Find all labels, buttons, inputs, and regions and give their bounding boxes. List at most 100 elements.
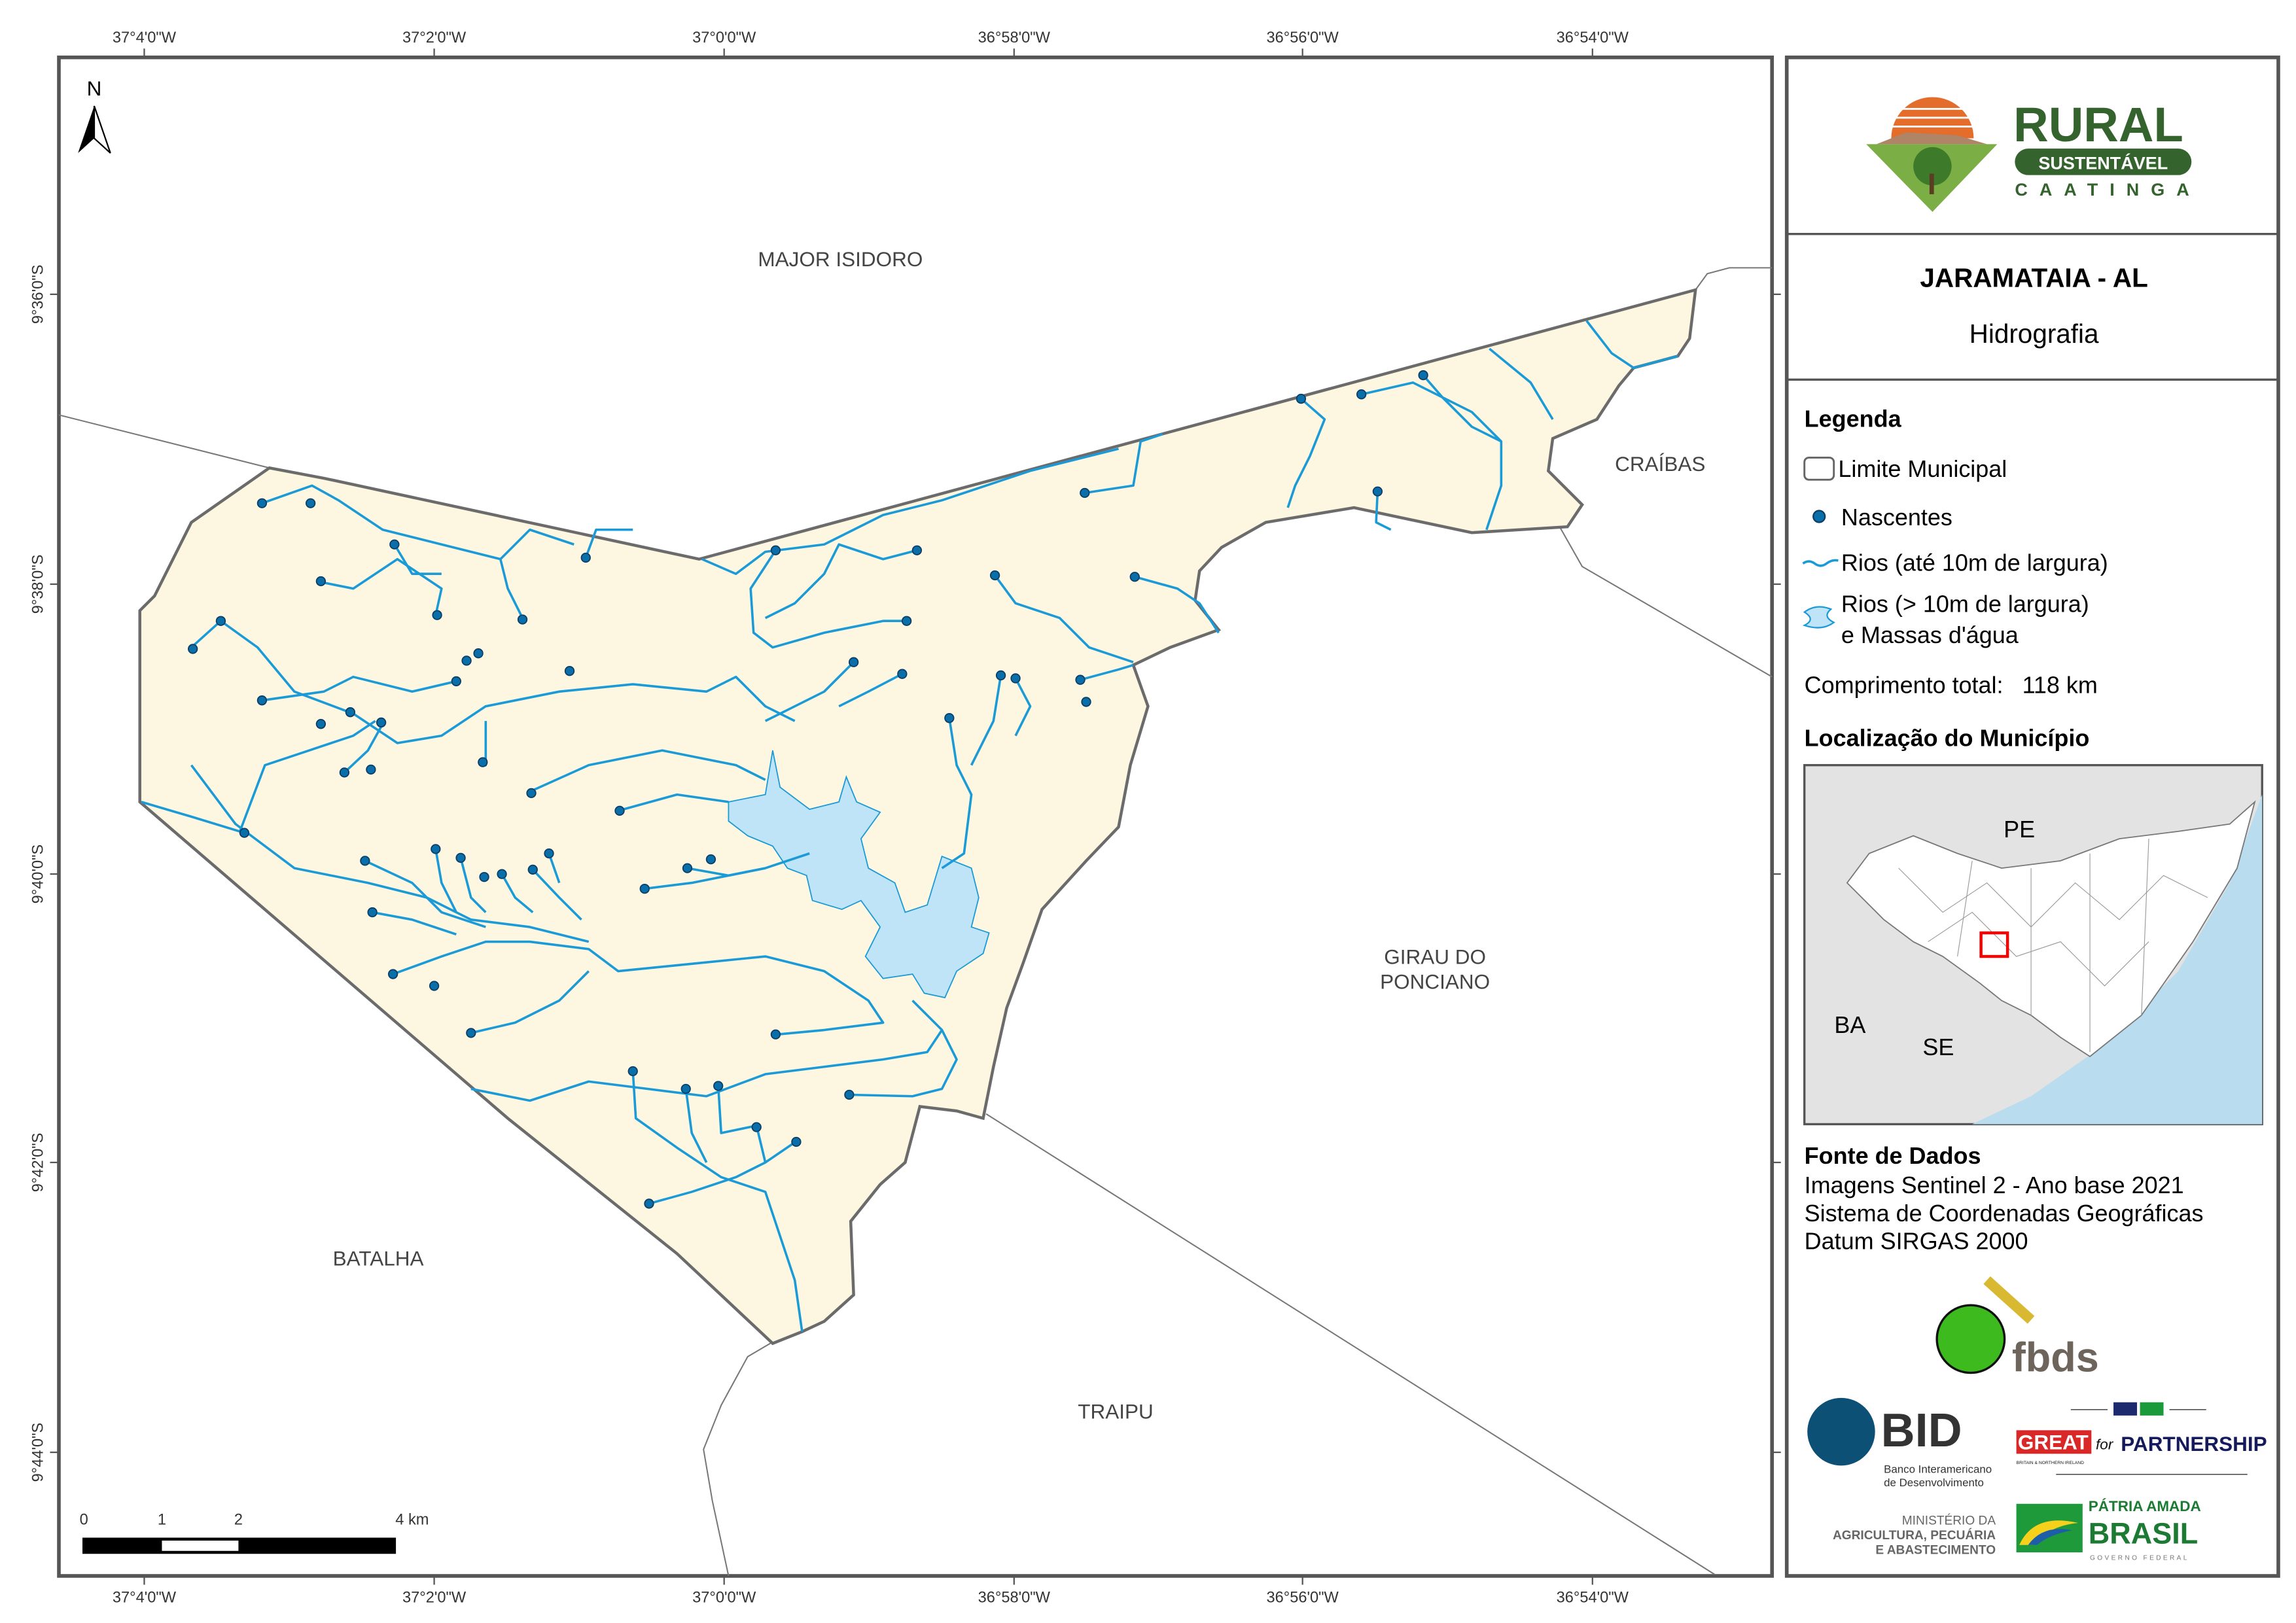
longitude-tick-label: 36°56'0"W bbox=[1267, 29, 1339, 46]
spring-point bbox=[432, 610, 442, 620]
svg-text:BRASIL: BRASIL bbox=[2089, 1517, 2198, 1550]
longitude-tick-label: 36°58'0"W bbox=[978, 1590, 1051, 1607]
latitude-tick-label: 9°42'0"S bbox=[29, 1133, 46, 1193]
longitude-tick-label: 37°4'0"W bbox=[113, 29, 177, 46]
spring-point bbox=[544, 848, 554, 859]
spring-point bbox=[466, 1028, 476, 1038]
river bbox=[1422, 374, 1502, 443]
longitude-tick-label: 36°54'0"W bbox=[1557, 1590, 1629, 1607]
svg-text:RURAL: RURAL bbox=[2013, 97, 2183, 152]
svg-text:BRITAIN & NORTHERN IRELAND: BRITAIN & NORTHERN IRELAND bbox=[2017, 1461, 2085, 1465]
river bbox=[190, 620, 796, 744]
spring-point bbox=[366, 764, 376, 775]
svg-text:SE: SE bbox=[1922, 1034, 1954, 1060]
svg-text:Fonte de Dados: Fonte de Dados bbox=[1805, 1142, 1981, 1169]
river bbox=[631, 1071, 804, 1332]
svg-text:e Massas d'água: e Massas d'água bbox=[1841, 621, 2019, 648]
spring-point bbox=[770, 1029, 781, 1039]
river bbox=[344, 723, 384, 774]
spring-point bbox=[256, 695, 268, 706]
spring-point bbox=[526, 788, 537, 799]
svg-text:BA: BA bbox=[1834, 1011, 1865, 1038]
spring-point bbox=[705, 854, 716, 865]
svg-text:Nascentes: Nascentes bbox=[1841, 504, 1952, 531]
spring-point bbox=[1081, 697, 1091, 707]
spring-point bbox=[680, 1083, 691, 1094]
municipality-polygon[interactable] bbox=[138, 288, 1697, 1346]
river bbox=[470, 970, 590, 1034]
spring-point bbox=[376, 717, 387, 728]
spring-point bbox=[387, 969, 398, 979]
svg-text:fbds: fbds bbox=[2012, 1335, 2099, 1380]
river bbox=[316, 557, 443, 616]
spring-point bbox=[989, 570, 1000, 581]
spring-point bbox=[1129, 572, 1140, 582]
svg-text:Datum SIRGAS 2000: Datum SIRGAS 2000 bbox=[1805, 1228, 2028, 1255]
latitude-tick-label: 9°44'0"S bbox=[29, 1423, 46, 1482]
longitude-tick-label: 37°2'0"W bbox=[402, 29, 467, 46]
legend: Legenda Limite Municipal Nascentes Rios … bbox=[1802, 405, 2108, 698]
water-polygon-icon bbox=[1802, 606, 1835, 629]
latitude-tick-label: 9°36'0"S bbox=[29, 265, 46, 324]
svg-text:Rios (> 10m de largura): Rios (> 10m de largura) bbox=[1841, 591, 2089, 618]
latitude-tick-label: 9°38'0"S bbox=[29, 555, 46, 614]
river bbox=[1014, 678, 1032, 737]
spring-point bbox=[627, 1066, 638, 1077]
spring-point bbox=[345, 707, 356, 718]
spring-point bbox=[944, 713, 955, 724]
river bbox=[618, 793, 729, 812]
rivers-layer bbox=[141, 320, 1678, 1332]
spring-point bbox=[527, 864, 538, 875]
map-subtitle: Hidrografia bbox=[1969, 319, 2099, 349]
svg-text:2: 2 bbox=[234, 1511, 243, 1528]
svg-text:AGRICULTURA, PECUÁRIA: AGRICULTURA, PECUÁRIA bbox=[1833, 1528, 1996, 1543]
river bbox=[372, 911, 457, 936]
spring-point bbox=[315, 576, 327, 587]
svg-text:PE: PE bbox=[2004, 816, 2035, 843]
great-partnership-logo: GREAT BRITAIN & NORTHERN IRELAND for PAR… bbox=[2016, 1402, 2267, 1475]
river bbox=[393, 544, 442, 576]
latitude-ticks: 9°36'0"S 9°38'0"S 9°40'0"S 9°42'0"S 9°44'0"S bbox=[29, 265, 1781, 1482]
river bbox=[838, 672, 903, 708]
longitude-tick-label: 37°2'0"W bbox=[402, 1590, 467, 1607]
spring-point bbox=[479, 871, 489, 882]
river bbox=[548, 853, 561, 884]
bid-logo: BID Banco Interamericano de Desenvolvime… bbox=[1807, 1397, 1992, 1489]
svg-text:Imagens Sentinel 2 - Ano base: Imagens Sentinel 2 - Ano base 2021 bbox=[1805, 1172, 2184, 1198]
spring-point bbox=[215, 616, 226, 626]
spring-point bbox=[305, 498, 316, 508]
label-girau-2: PONCIANO bbox=[1380, 970, 1490, 994]
svg-text:Legenda: Legenda bbox=[1805, 405, 1902, 432]
spring-point bbox=[682, 863, 693, 873]
svg-text:SUSTENTÁVEL: SUSTENTÁVEL bbox=[2038, 153, 2168, 173]
spring-point bbox=[1296, 393, 1307, 404]
river bbox=[238, 720, 376, 832]
river bbox=[531, 869, 582, 921]
river bbox=[1286, 398, 1326, 508]
spring-point bbox=[389, 539, 400, 550]
spring-point bbox=[188, 644, 198, 654]
svg-text:GOVERNO FEDERAL: GOVERNO FEDERAL bbox=[2090, 1554, 2189, 1562]
svg-text:Comprimento total:: Comprimento total: bbox=[1805, 671, 2004, 698]
svg-text:4 km: 4 km bbox=[395, 1511, 429, 1528]
svg-text:for: for bbox=[2096, 1437, 2114, 1453]
river bbox=[1084, 432, 1163, 495]
longitude-ticks: 37°4'0"W 37°4'0"W 37°2'0"W 37°2'0"W 37°0'0"W… bbox=[113, 29, 1629, 1606]
river bbox=[1080, 663, 1134, 681]
boundary-swatch-icon bbox=[1803, 457, 1835, 481]
river bbox=[764, 661, 855, 722]
spring-point bbox=[473, 648, 484, 659]
spring-point bbox=[848, 657, 859, 667]
fbds-logo: fbds bbox=[1935, 1276, 2099, 1380]
spring-point bbox=[315, 719, 327, 729]
river bbox=[764, 543, 917, 620]
scale-bar: 0 1 2 4 km bbox=[80, 1511, 429, 1554]
spring-point bbox=[844, 1089, 855, 1100]
river bbox=[392, 940, 885, 1036]
springs-layer bbox=[188, 370, 1428, 1209]
neighbor-boundaries bbox=[58, 267, 1773, 1577]
svg-text:CAATINGA: CAATINGA bbox=[2015, 180, 2200, 200]
svg-text:PÁTRIA AMADA: PÁTRIA AMADA bbox=[2089, 1498, 2201, 1514]
longitude-tick-label: 36°56'0"W bbox=[1267, 1590, 1339, 1607]
